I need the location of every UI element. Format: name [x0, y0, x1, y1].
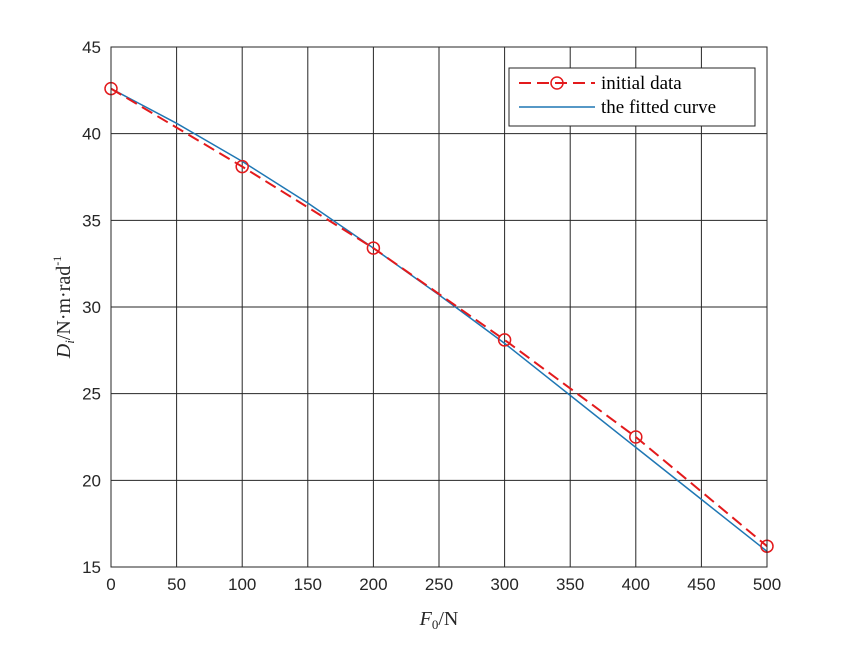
x-tick-label: 50 [167, 575, 186, 594]
x-axis-label-unit: /N [438, 608, 458, 630]
y-axis-label-main: D [53, 343, 75, 359]
x-tick-label: 0 [106, 575, 115, 594]
data-point-initial-data [366, 241, 381, 255]
y-axis-label-unit: /N·m·rad [53, 266, 75, 340]
y-axis-label-sub: i [62, 340, 77, 344]
legend: initial data the fitted curve [508, 67, 756, 127]
x-tick-label: 100 [228, 575, 256, 594]
y-tick-label: 35 [82, 211, 101, 230]
x-tick-label: 300 [490, 575, 518, 594]
y-tick-label: 45 [82, 38, 101, 57]
x-tick-label: 400 [622, 575, 650, 594]
x-axis-label-sub: 0 [432, 617, 439, 632]
legend-box [508, 67, 756, 127]
y-tick-label: 25 [82, 385, 101, 404]
y-tick-label: 40 [82, 125, 101, 144]
x-tick-label: 150 [294, 575, 322, 594]
x-tick-label: 350 [556, 575, 584, 594]
x-axis-label-main: F [419, 608, 433, 630]
data-point-initial-data [497, 333, 512, 347]
data-point-initial-data [629, 430, 643, 444]
x-tick-label: 200 [359, 575, 387, 594]
y-tick-label: 15 [82, 558, 101, 577]
x-tick-label: 250 [425, 575, 453, 594]
x-tick-label: 500 [753, 575, 781, 594]
y-axis-label: Di/N·m·rad-1 [50, 256, 77, 360]
y-tick-label: 30 [82, 298, 101, 317]
legend-label-fitted-curve: the fitted curve [601, 97, 716, 118]
legend-marker-initial-data [550, 76, 564, 90]
series-line-initial-data [110, 87, 768, 547]
tick-labels: 0 50 100 150 200 250 300 350 400 450 500 15 20 25 30 35… [82, 38, 781, 594]
x-axis-label: F0/N [419, 608, 459, 632]
plot-border [110, 46, 768, 568]
legend-label-initial-data: initial data [601, 73, 682, 94]
data-point-initial-data [235, 159, 249, 174]
y-axis-label-sup: -1 [50, 256, 64, 266]
y-tick-label: 20 [82, 471, 101, 490]
x-tick-label: 450 [687, 575, 715, 594]
